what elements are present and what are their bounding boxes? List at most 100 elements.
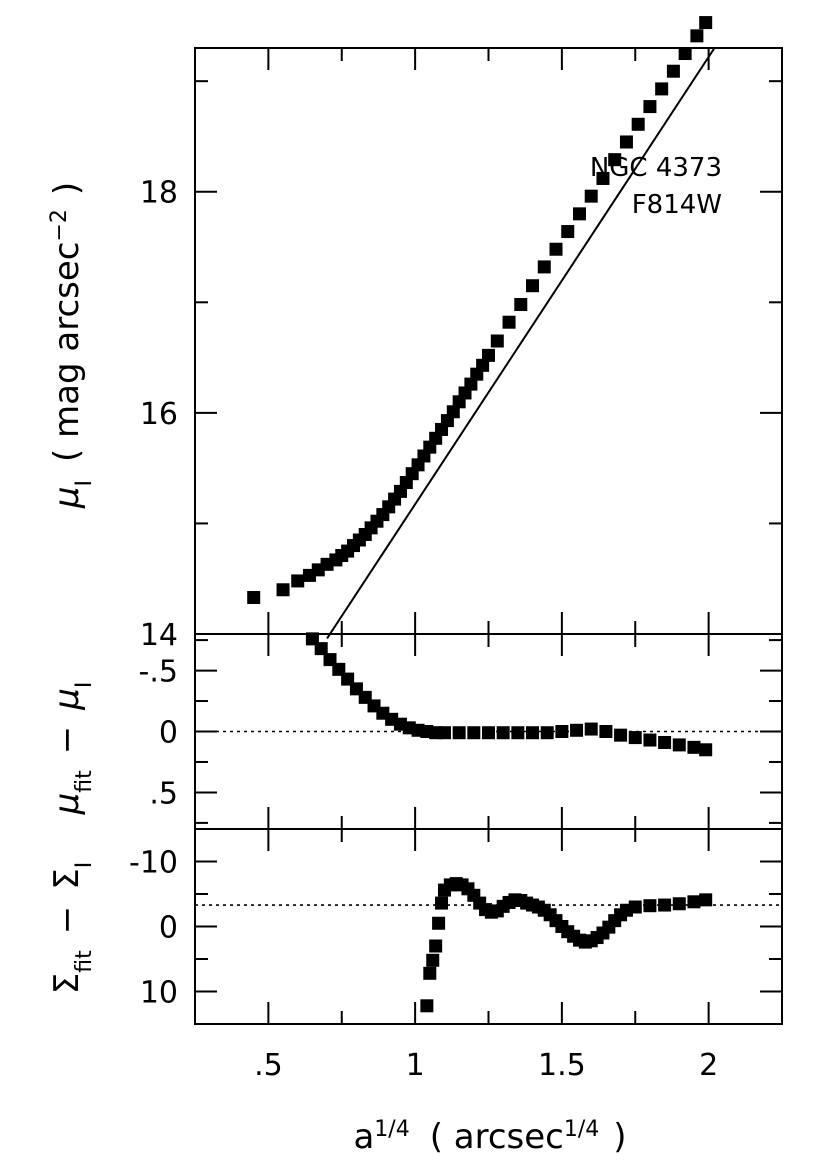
middle-data-point xyxy=(599,725,613,738)
top-data-point xyxy=(561,225,575,239)
middle-data-point xyxy=(643,733,657,747)
top-y-tick-label: 16 xyxy=(140,397,178,432)
mid-ylabel-a-sub: fit xyxy=(72,770,97,793)
x-axis-title: a1/4( arcsec1/4) xyxy=(353,1117,626,1158)
top-data-point xyxy=(643,100,657,114)
mid-ylabel-b: μ xyxy=(47,688,87,711)
middle-data-point xyxy=(672,738,686,752)
top-data-point xyxy=(276,583,290,597)
middle-data-point xyxy=(687,740,701,754)
bottom-data-point xyxy=(687,895,701,909)
x-tick-label: .5 xyxy=(254,1048,283,1083)
bottom-panel-frame xyxy=(194,828,783,1025)
middle-data-point xyxy=(314,642,328,656)
bot-ylabel-b: Σ xyxy=(47,868,87,889)
middle-data-point xyxy=(467,726,481,740)
bottom-panel-ylabel: Σfit−ΣI xyxy=(47,862,97,994)
middle-data-point xyxy=(482,726,495,740)
bot-ylabel-a-sub: fit xyxy=(72,950,97,973)
ylabel-mu: μ xyxy=(47,487,87,510)
middle-data-point xyxy=(452,726,466,740)
bottom-data-point xyxy=(672,897,686,911)
xlabel-a-sup: 1/4 xyxy=(374,1117,409,1142)
bot-ylabel-a: Σ xyxy=(47,973,87,994)
top-data-point xyxy=(514,298,528,312)
top-data-point xyxy=(690,29,704,43)
xlabel-close: ) xyxy=(613,1117,626,1157)
middle-data-point xyxy=(496,726,510,740)
bottom-data-point xyxy=(420,999,434,1013)
bottom-data-point xyxy=(658,898,672,912)
annotation-filter: F814W xyxy=(632,190,722,220)
ylabel-close: ) xyxy=(47,182,87,195)
bottom-data-point xyxy=(699,893,713,907)
xlabel-unit: ( arcsec xyxy=(430,1117,564,1157)
bottom-data-point xyxy=(628,900,642,914)
top-data-point xyxy=(619,135,633,149)
x-tick-label: 1 xyxy=(406,1048,425,1083)
middle-y-tick-label: 0 xyxy=(159,716,178,751)
middle-data-point xyxy=(526,726,540,740)
top-data-point xyxy=(537,260,551,274)
middle-data-point xyxy=(584,722,598,736)
middle-y-tick-label: .5 xyxy=(149,776,178,811)
top-panel-frame xyxy=(194,47,783,635)
top-data-point xyxy=(526,279,540,293)
bottom-data-point xyxy=(429,939,443,953)
middle-panel-ylabel: μfit−μI xyxy=(47,682,97,816)
bottom-data-point xyxy=(643,899,657,913)
x-tick-label: 1.5 xyxy=(538,1048,586,1083)
middle-data-point xyxy=(658,735,672,749)
middle-data-point xyxy=(628,731,642,745)
top-data-point xyxy=(596,171,610,185)
bottom-data-point xyxy=(423,966,437,980)
top-data-point xyxy=(699,16,713,30)
top-data-point xyxy=(476,358,490,372)
top-data-point xyxy=(291,574,305,588)
top-data-point xyxy=(446,405,460,419)
top-data-point xyxy=(572,207,586,221)
middle-data-point xyxy=(540,726,554,740)
middle-data-point xyxy=(699,743,713,757)
bot-ylabel-op: − xyxy=(47,906,87,935)
top-data-point xyxy=(464,377,478,391)
middle-data-point xyxy=(555,725,569,738)
middle-data-point xyxy=(437,726,451,740)
top-data-point xyxy=(631,117,645,131)
top-data-point xyxy=(678,47,692,61)
top-data-point xyxy=(549,242,563,256)
bottom-data-point xyxy=(426,953,440,967)
bottom-data-point xyxy=(432,916,446,930)
ylabel-unit-sup: −2 xyxy=(47,209,72,241)
bottom-data-point xyxy=(435,896,449,910)
top-data-point xyxy=(655,82,669,96)
top-data-point xyxy=(490,334,504,348)
xlabel-a: a xyxy=(353,1117,374,1157)
bottom-y-tick-label: 0 xyxy=(159,911,178,946)
x-tick-label: 2 xyxy=(699,1048,718,1083)
bot-ylabel-b-sub: I xyxy=(72,862,97,869)
ylabel-unit: ( mag arcsec xyxy=(47,242,87,463)
xlabel-unit-sup: 1/4 xyxy=(564,1117,599,1142)
mid-ylabel-b-sub: I xyxy=(72,682,97,689)
mid-ylabel-a: μ xyxy=(47,793,87,816)
top-y-tick-label: 14 xyxy=(140,618,178,653)
top-data-point xyxy=(666,64,680,78)
bottom-y-tick-label: -10 xyxy=(129,846,178,881)
bottom-y-tick-label: 10 xyxy=(140,976,178,1011)
ylabel-mu-sub: I xyxy=(72,480,97,487)
middle-y-tick-label: -.5 xyxy=(139,655,178,690)
middle-data-point xyxy=(570,723,584,737)
top-fit-line xyxy=(326,47,716,639)
annotation-galaxy: NGC 4373 xyxy=(590,153,722,183)
top-data-point xyxy=(247,591,261,605)
top-y-tick-label: 18 xyxy=(140,176,178,211)
top-panel-ylabel: μI ( mag arcsec−2) xyxy=(47,182,97,509)
mid-ylabel-op: − xyxy=(47,726,87,755)
middle-data-point xyxy=(511,726,525,740)
top-data-point xyxy=(584,189,598,203)
top-data-point xyxy=(502,315,516,329)
top-data-point xyxy=(608,153,622,167)
top-data-point xyxy=(482,348,495,362)
